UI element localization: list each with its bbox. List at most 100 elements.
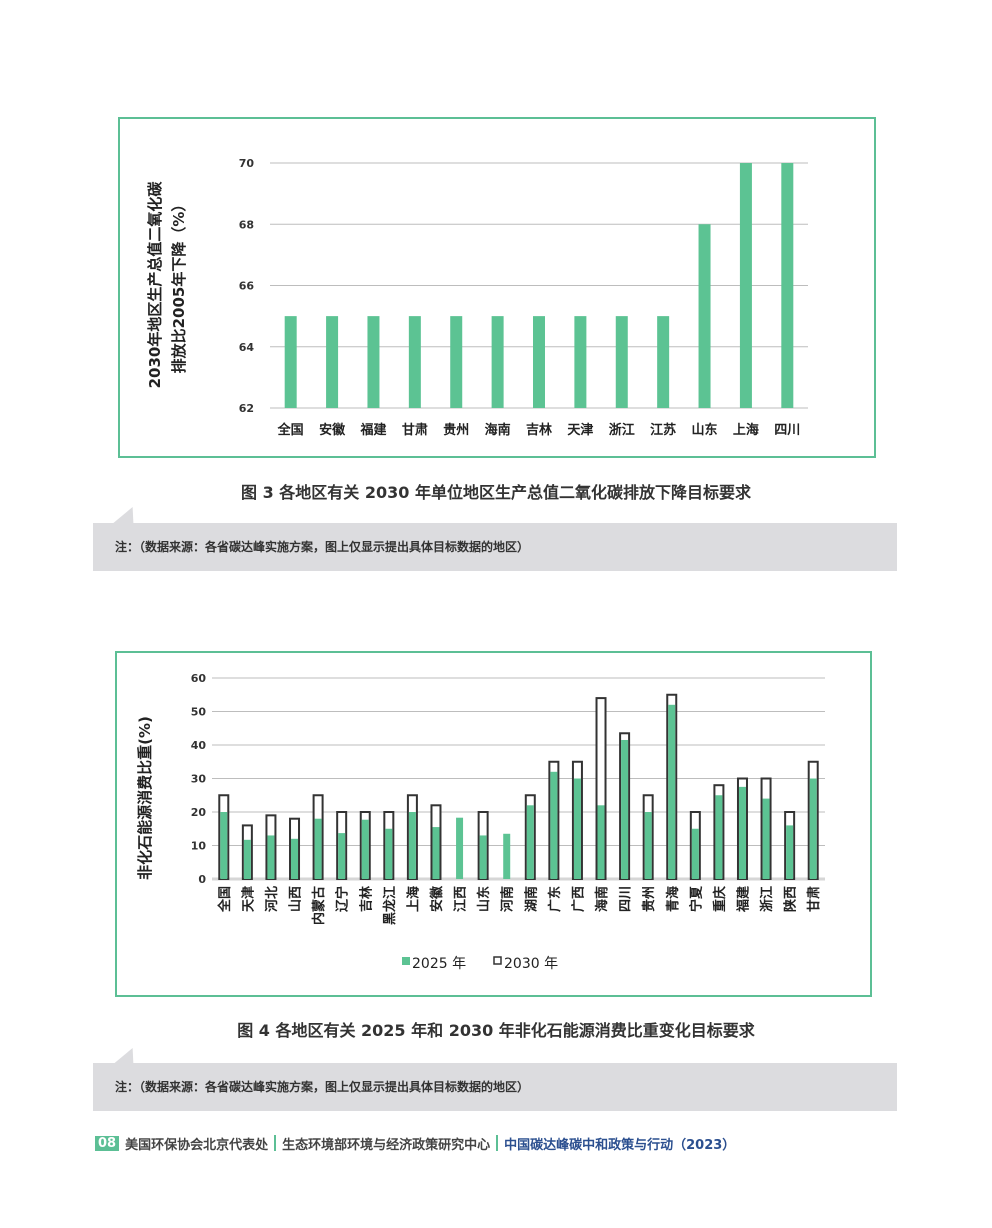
x-tick-label: 甘肃: [806, 886, 822, 912]
y-tick-label: 10: [191, 840, 207, 853]
x-tick-label: 福建: [359, 422, 386, 438]
footer-org1: 美国环保协会北京代表处: [125, 1137, 269, 1153]
bar-2025: [456, 817, 464, 879]
y-tick-label: 50: [191, 706, 207, 719]
x-tick-label: 天津: [567, 422, 593, 438]
y-tick-label: 62: [239, 402, 254, 415]
y-tick-label: 68: [239, 218, 254, 231]
x-tick-label: 海南: [485, 422, 511, 438]
x-tick-label: 四川: [619, 886, 634, 912]
bar: [450, 316, 463, 408]
y-axis-label: 非化石能源消费比重(%): [136, 716, 154, 880]
legend-swatch-2025: [402, 957, 410, 965]
x-tick-label: 辽宁: [335, 886, 351, 912]
y-tick-label: 40: [191, 739, 207, 752]
bar-2025: [644, 812, 652, 879]
bar: [284, 316, 297, 408]
bar-2025: [621, 739, 629, 879]
note-tail: [113, 1048, 143, 1064]
bar: [533, 316, 545, 408]
bar-2025: [786, 825, 794, 879]
bar-2025: [668, 704, 676, 879]
x-tick-label: 内蒙古: [311, 886, 327, 925]
bar-2025: [291, 838, 299, 879]
bar-2025: [550, 771, 558, 879]
y-tick-label: 66: [239, 280, 255, 293]
bar-2025: [267, 835, 275, 879]
bar-2025: [361, 819, 369, 879]
footer-title: 中国碳达峰碳中和政策与行动（2023）: [504, 1137, 736, 1153]
bar-2025: [385, 828, 393, 879]
x-tick-label: 广西: [570, 886, 586, 912]
bar-2025: [691, 828, 699, 879]
x-tick-label: 安徽: [319, 422, 346, 438]
bar-2025: [408, 812, 416, 879]
bar-2025: [479, 835, 487, 879]
x-tick-label: 全国: [217, 886, 233, 913]
legend-label-2030: 2030 年: [504, 956, 558, 972]
x-tick-label: 湖南: [523, 886, 539, 912]
x-tick-label: 浙江: [759, 886, 775, 912]
bar: [408, 316, 421, 408]
x-tick-label: 安徽: [429, 885, 445, 912]
x-tick-label: 河北: [264, 886, 280, 912]
bar-2025: [809, 778, 817, 879]
x-tick-label: 山西: [288, 886, 304, 912]
x-tick-label: 贵州: [443, 422, 469, 438]
y-tick-label: 70: [239, 157, 255, 170]
x-tick-label: 海南: [594, 886, 610, 912]
x-tick-label: 上海: [733, 422, 759, 438]
y-axis-label-line2: 排放比2005年下降（%）: [170, 197, 188, 374]
y-tick-label: 64: [239, 341, 255, 354]
legend-label-2025: 2025 年: [412, 956, 466, 972]
bar-2025: [432, 827, 440, 879]
bar-2025: [503, 833, 511, 879]
x-tick-label: 天津: [240, 886, 256, 912]
bar: [326, 316, 339, 408]
bar: [698, 224, 711, 408]
bar: [615, 316, 628, 408]
bar-2025: [526, 805, 534, 879]
divider: [274, 1135, 277, 1151]
x-tick-label: 山东: [692, 422, 718, 438]
x-tick-label: 广东: [547, 886, 563, 912]
x-tick-label: 四川: [774, 423, 800, 438]
bar: [367, 316, 380, 408]
x-tick-label: 重庆: [712, 886, 728, 912]
figure3-chart: 62 64 66 68 70 全国 安徽 福建 甘肃 贵州 海南 吉林 天津 浙江 江苏 山东 上海 四川 2030…: [146, 157, 808, 438]
bar: [574, 316, 587, 408]
bar-2025: [597, 805, 605, 879]
x-tick-label: 福建: [735, 886, 751, 913]
figure3-frame: [118, 117, 876, 458]
y-tick-label: 30: [191, 773, 207, 786]
figure3-caption: 图 3 各地区有关 2030 年单位地区生产总值二氧化碳排放下降目标要求: [241, 483, 751, 502]
x-tick-label: 全国: [277, 422, 304, 438]
bar: [657, 316, 670, 408]
x-tick-label: 河南: [500, 886, 516, 912]
figure3-note: 注：（数据来源：各省碳达峰实施方案，图上仅显示提出具体目标数据的地区）: [93, 523, 897, 571]
x-tick-label: 江西: [453, 886, 469, 912]
footer-org2: 生态环境部环境与经济政策研究中心: [282, 1137, 491, 1153]
x-tick-label: 吉林: [358, 886, 374, 912]
y-tick-label: 60: [191, 672, 207, 685]
figure4-note: 注：（数据来源：各省碳达峰实施方案，图上仅显示提出具体目标数据的地区）: [93, 1063, 897, 1111]
bar: [781, 163, 794, 408]
x-tick-label: 宁夏: [688, 885, 704, 912]
divider: [496, 1135, 499, 1151]
x-tick-label: 吉林: [526, 422, 552, 438]
bar-2025: [738, 786, 746, 879]
x-tick-label: 贵州: [641, 886, 657, 912]
page-number: 08: [95, 1135, 120, 1151]
y-axis-label-line1: 2030年地区生产总值二氧化碳: [146, 181, 164, 389]
x-tick-label: 上海: [405, 886, 421, 912]
x-tick-label: 江苏: [650, 422, 676, 438]
bar-2025: [314, 818, 322, 879]
bar: [739, 163, 752, 408]
x-tick-label: 山东: [476, 886, 492, 912]
bar-2025: [338, 833, 346, 879]
bar-2025: [715, 795, 723, 879]
bar: [491, 316, 504, 408]
y-tick-label: 0: [198, 873, 206, 886]
x-tick-label: 甘肃: [402, 422, 428, 438]
